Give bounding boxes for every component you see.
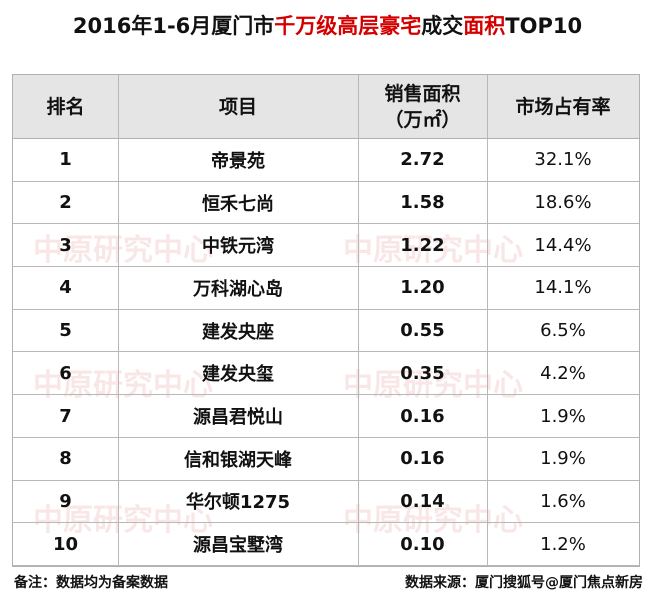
rank-cell: 1 — [59, 149, 72, 171]
column-divider — [118, 75, 119, 566]
column-divider — [487, 75, 488, 566]
table-header: 排名 项目 销售面积 （万㎡） 市场占有率 — [13, 75, 639, 139]
share-cell: 1.6% — [540, 490, 586, 512]
project-cell: 万科湖心岛 — [193, 278, 283, 300]
rank-cell: 7 — [59, 405, 72, 427]
rank-cell: 4 — [59, 277, 72, 299]
share-cell: 18.6% — [534, 192, 592, 214]
table-row: 6 建发央玺 0.35 4.2% — [13, 353, 639, 396]
project-cell: 建发央座 — [202, 321, 274, 343]
project-cell: 中铁元湾 — [202, 236, 274, 258]
project-cell: 建发央玺 — [202, 364, 274, 386]
area-cell: 0.10 — [400, 533, 445, 555]
share-cell: 14.4% — [534, 234, 592, 256]
project-cell: 信和银湖天峰 — [184, 449, 292, 471]
table-row: 4 万科湖心岛 1.20 14.1% — [13, 267, 639, 310]
header-project: 项目 — [218, 95, 257, 118]
area-cell: 0.16 — [400, 448, 445, 470]
title-text: 成交 — [421, 14, 464, 38]
project-cell: 帝景苑 — [211, 150, 265, 172]
area-cell: 2.72 — [400, 149, 445, 171]
title-text: TOP10 — [505, 14, 583, 38]
chart-title: 2016年1-6月厦门市千万级高层豪宅成交面积TOP10 — [0, 0, 655, 64]
table-row: 1 帝景苑 2.72 32.1% — [13, 139, 639, 182]
data-table: 中原研究中心 中原研究中心 中原研究中心 中原研究中心 中原研究中心 中原研究中… — [12, 74, 640, 567]
area-cell: 0.35 — [400, 362, 445, 384]
share-cell: 1.9% — [540, 405, 586, 427]
rank-cell: 5 — [59, 320, 72, 342]
table-row: 5 建发央座 0.55 6.5% — [13, 310, 639, 353]
project-cell: 华尔顿1275 — [185, 492, 291, 514]
rank-cell: 3 — [59, 234, 72, 256]
footer-source: 数据来源：厦门搜狐号@厦门焦点新房 — [405, 575, 643, 591]
rank-cell: 2 — [59, 192, 72, 214]
table-row: 3 中铁元湾 1.22 14.4% — [13, 224, 639, 268]
share-cell: 1.2% — [540, 533, 586, 555]
area-cell: 0.16 — [400, 405, 445, 427]
table-row: 10 源昌宝墅湾 0.10 1.2% — [13, 523, 639, 566]
area-cell: 0.55 — [400, 320, 445, 342]
title-highlight: 面积 — [463, 14, 506, 38]
rank-cell: 6 — [59, 362, 72, 384]
area-cell: 1.20 — [400, 277, 445, 299]
table-row: 2 恒禾七尚 1.58 18.6% — [13, 182, 639, 225]
area-cell: 1.22 — [400, 234, 445, 256]
project-cell: 恒禾七尚 — [202, 193, 274, 215]
share-cell: 14.1% — [534, 277, 592, 299]
title-text: 2016年1-6月厦门市 — [72, 14, 275, 38]
column-divider — [358, 75, 359, 566]
area-cell: 0.14 — [400, 490, 445, 512]
area-cell: 1.58 — [400, 192, 445, 214]
table-row: 9 华尔顿1275 0.14 1.6% — [13, 481, 639, 524]
rank-cell: 9 — [59, 490, 72, 512]
footer-note: 备注：数据均为备案数据 — [14, 575, 168, 591]
project-cell: 源昌君悦山 — [193, 407, 283, 429]
header-rank: 排名 — [46, 95, 85, 118]
share-cell: 6.5% — [540, 320, 586, 342]
share-cell: 4.2% — [540, 362, 586, 384]
title-highlight: 千万级高层豪宅 — [274, 14, 422, 38]
rank-cell: 8 — [59, 448, 72, 470]
project-cell: 源昌宝墅湾 — [193, 535, 283, 557]
header-area: 销售面积 （万㎡） — [384, 82, 461, 131]
rank-cell: 10 — [52, 533, 79, 555]
share-cell: 1.9% — [540, 448, 586, 470]
table-row: 7 源昌君悦山 0.16 1.9% — [13, 395, 639, 438]
table-row: 8 信和银湖天峰 0.16 1.9% — [13, 438, 639, 481]
header-share: 市场占有率 — [515, 95, 611, 118]
share-cell: 32.1% — [534, 149, 592, 171]
